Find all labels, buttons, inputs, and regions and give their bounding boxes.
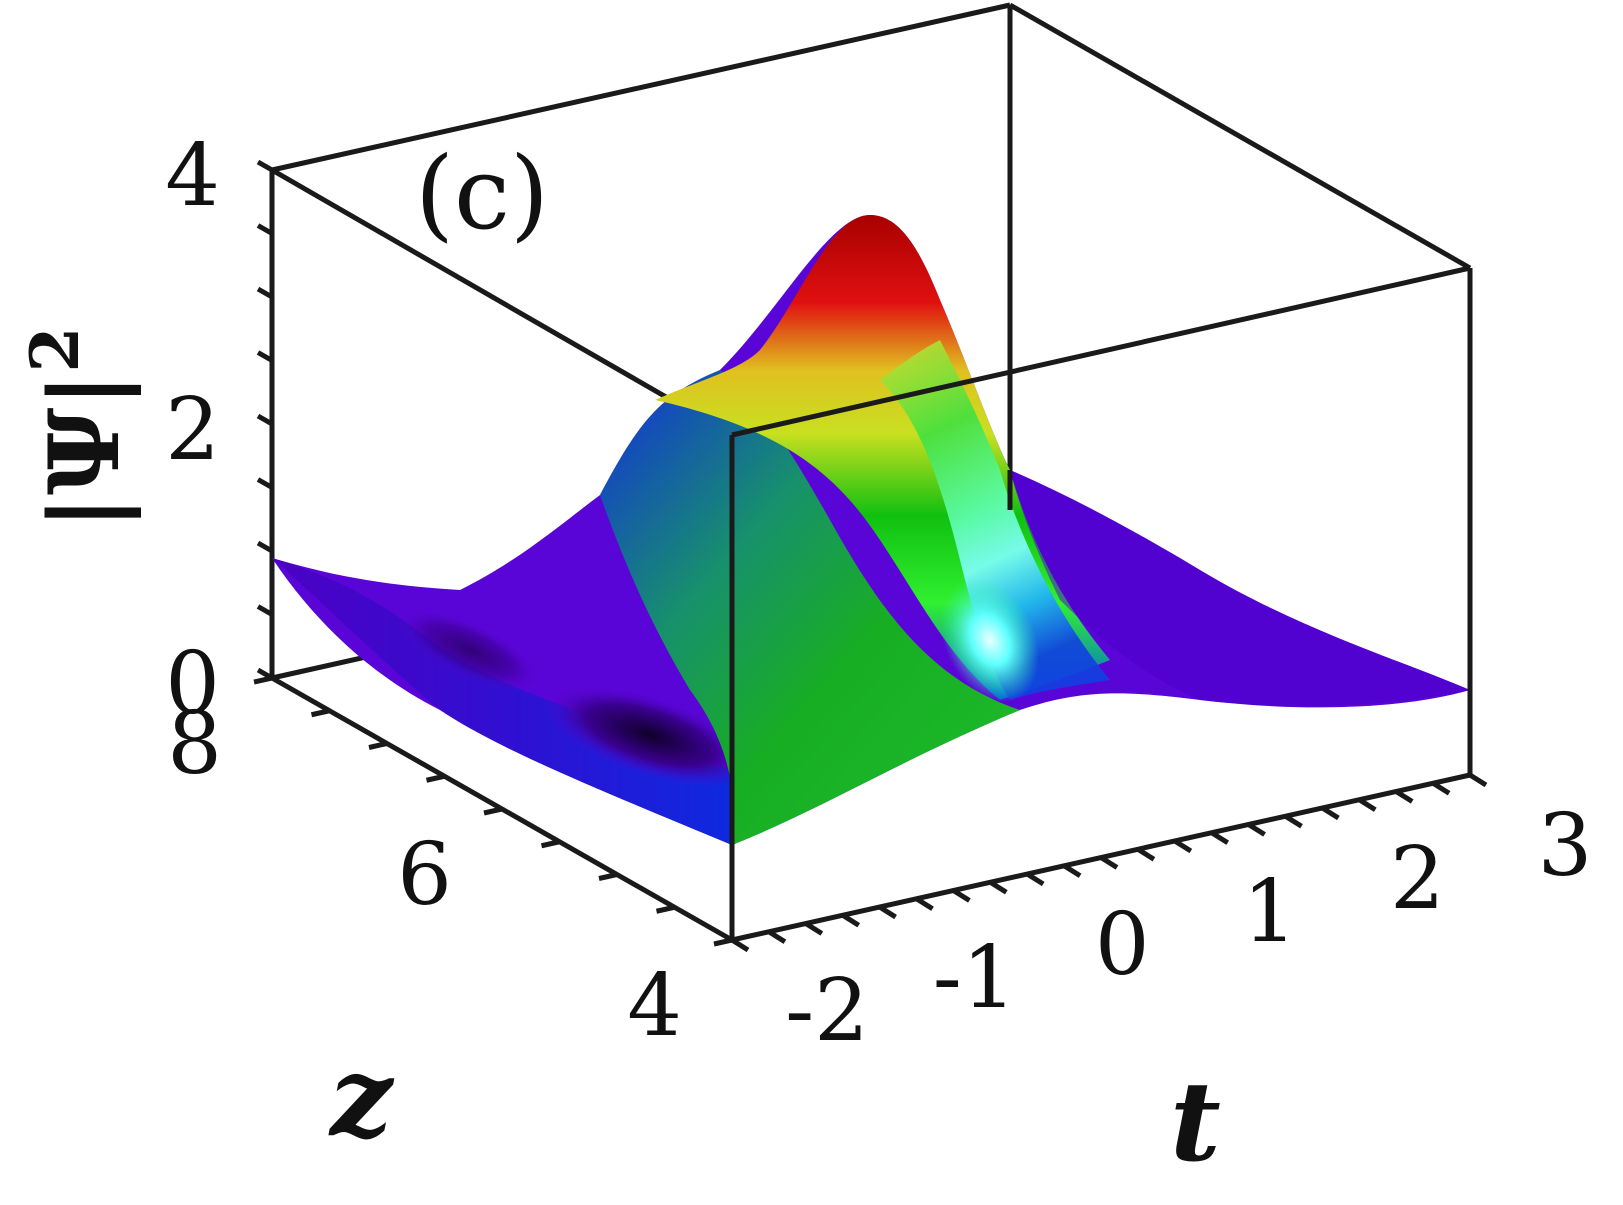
x-tick (1025, 871, 1045, 887)
x-tick (841, 913, 861, 928)
z-axis-title: |Ψ|2 (16, 327, 141, 530)
z-tick (256, 223, 274, 236)
x-tick (1394, 789, 1414, 804)
x-tick-label: -2 (785, 961, 869, 1061)
y-tick-label: 6 (397, 825, 452, 925)
z-tick (256, 350, 274, 363)
x-tick (952, 888, 971, 903)
x-axis-ticks: -2 -1 0 1 2 3 (730, 772, 1593, 1061)
panel-label: (c) (415, 135, 549, 252)
x-tick-label: 1 (1242, 862, 1297, 962)
z-tick (256, 286, 274, 300)
y-tick (368, 741, 388, 750)
x-tick-label: 0 (1095, 895, 1150, 995)
x-tick (915, 896, 934, 911)
surface-highlight (940, 578, 1040, 702)
x-tick (730, 937, 750, 953)
z-tick (256, 159, 274, 173)
y-axis-title: z (328, 1032, 395, 1161)
z-tick (256, 540, 274, 554)
x-tick (1431, 781, 1451, 796)
z-tick (256, 413, 274, 427)
x-tick (1321, 805, 1340, 821)
surface-trough (544, 683, 756, 787)
z-tick-label: 4 (165, 126, 220, 226)
y-tick (540, 839, 561, 849)
x-tick (1210, 830, 1230, 845)
x-tick (1284, 814, 1303, 829)
x-tick (1062, 863, 1082, 878)
x-tick (988, 880, 1008, 895)
z-axis-ticks: 0 2 4 (165, 126, 274, 734)
surface-ridge (880, 340, 1110, 700)
y-tick-label: 4 (627, 956, 682, 1056)
surface-front-left (272, 558, 732, 845)
z-axis-title-base: |Ψ| (28, 373, 141, 531)
y-tick (253, 675, 273, 685)
x-tick (1357, 797, 1377, 812)
x-tick (1468, 772, 1488, 788)
y-axis-ticks: 4 6 8 (167, 675, 733, 1056)
x-tick-label: -1 (933, 928, 1017, 1028)
surface (272, 215, 1470, 845)
svg-text:|Ψ|2: |Ψ|2 (16, 327, 141, 530)
y-tick (713, 937, 733, 947)
surface-right-shadow (1010, 470, 1470, 707)
x-tick (878, 904, 897, 920)
y-tick (598, 872, 618, 881)
x-tick (1136, 847, 1156, 862)
surface-mid-band (600, 370, 1020, 845)
y-tick (310, 708, 331, 718)
x-tick (1247, 822, 1266, 837)
box-back (269, 2, 1472, 681)
z-tick-label: 0 (165, 634, 220, 734)
x-tick-label: 3 (1538, 796, 1593, 896)
y-tick (655, 904, 676, 914)
z-tick (256, 477, 274, 490)
z-axis-title-sup: 2 (16, 327, 94, 373)
x-tick (1099, 855, 1119, 870)
z-tick (256, 604, 274, 617)
x-tick (1173, 838, 1193, 854)
z-tick-label: 2 (165, 380, 220, 480)
y-tick (425, 773, 446, 783)
x-tick (767, 929, 787, 944)
y-tick (483, 806, 503, 816)
y-tick-label: 8 (167, 694, 222, 794)
x-axis-title: t (1170, 1057, 1221, 1186)
x-tick-label: 2 (1390, 829, 1445, 929)
x-tick (804, 921, 824, 936)
